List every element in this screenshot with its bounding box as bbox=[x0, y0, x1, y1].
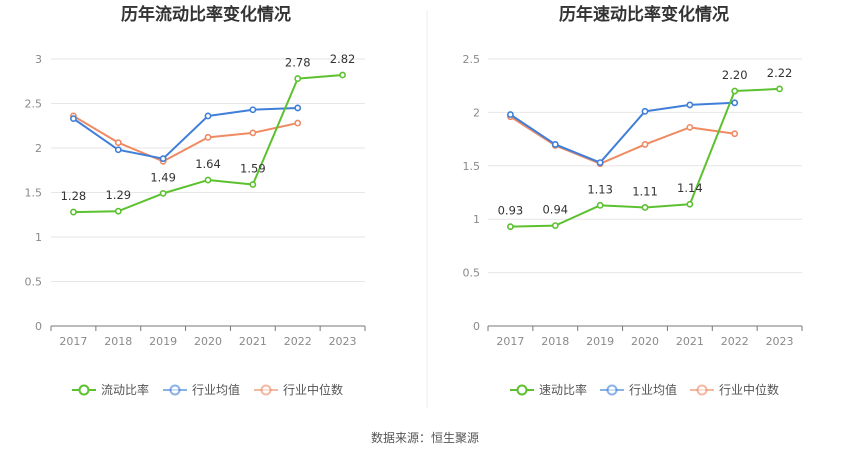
x-tick-label: 2020 bbox=[194, 335, 222, 348]
data-point bbox=[249, 106, 257, 114]
data-point bbox=[114, 146, 122, 154]
data-point bbox=[204, 133, 212, 141]
data-point bbox=[731, 99, 739, 107]
y-tick-label: 2 bbox=[473, 106, 480, 119]
y-tick-label: 2.5 bbox=[463, 53, 481, 66]
y-tick-label: 0.5 bbox=[25, 276, 43, 289]
x-tick-label: 2019 bbox=[149, 335, 177, 348]
data-point bbox=[686, 101, 694, 109]
x-tick-label: 2019 bbox=[586, 335, 614, 348]
data-label: 1.64 bbox=[195, 157, 221, 171]
legend-label[interactable]: 行业均值 bbox=[192, 382, 240, 397]
x-tick-label: 2022 bbox=[721, 335, 749, 348]
data-point bbox=[339, 71, 346, 79]
data-point bbox=[204, 112, 212, 120]
data-point bbox=[551, 141, 559, 148]
y-tick-label: 0 bbox=[473, 320, 480, 333]
x-tick-label: 2017 bbox=[496, 335, 524, 348]
data-point bbox=[596, 159, 604, 166]
legend-swatch-marker[interactable] bbox=[260, 384, 272, 396]
data-label: 1.59 bbox=[240, 161, 266, 175]
legend-label[interactable]: 速动比率 bbox=[539, 382, 587, 397]
data-point bbox=[731, 87, 739, 95]
x-tick-label: 2018 bbox=[541, 335, 569, 348]
data-point bbox=[114, 207, 122, 215]
legend-label[interactable]: 行业中位数 bbox=[719, 382, 779, 397]
x-tick-label: 2021 bbox=[676, 335, 704, 348]
y-tick-label: 1.5 bbox=[463, 160, 481, 173]
data-point bbox=[159, 189, 167, 197]
legend-label[interactable]: 行业中位数 bbox=[283, 382, 343, 397]
x-tick-label: 2021 bbox=[239, 335, 267, 348]
data-point bbox=[776, 85, 783, 93]
data-label: 0.94 bbox=[542, 203, 568, 217]
data-point bbox=[641, 204, 649, 211]
data-label: 2.20 bbox=[722, 68, 748, 82]
chart-current-ratio: 历年流动比率变化情况 0 0.5 1 1.5 2 2.5 3 2017 2018 2019 2020 2… bbox=[25, 4, 366, 397]
data-label: 1.14 bbox=[677, 181, 703, 195]
data-point bbox=[294, 119, 302, 127]
legend-swatch-marker[interactable] bbox=[606, 384, 618, 396]
chart-title: 历年流动比率变化情况 bbox=[121, 4, 291, 25]
data-label: 2.82 bbox=[330, 52, 356, 66]
data-point bbox=[249, 181, 257, 188]
data-point bbox=[204, 176, 212, 184]
series-line bbox=[509, 115, 735, 165]
y-tick-label: 2 bbox=[35, 142, 42, 155]
data-point bbox=[294, 75, 302, 82]
legend-label[interactable]: 行业均值 bbox=[629, 382, 677, 397]
legend-swatch-marker[interactable] bbox=[516, 384, 528, 396]
series-line bbox=[509, 101, 735, 164]
x-tick-label: 2022 bbox=[284, 335, 312, 348]
chart-title: 历年速动比率变化情况 bbox=[559, 4, 729, 25]
source-note: 数据来源：恒生聚源 bbox=[371, 430, 479, 445]
data-label: 1.11 bbox=[632, 184, 658, 198]
y-tick-label: 0 bbox=[35, 320, 42, 333]
series-line bbox=[72, 106, 298, 160]
legend-swatch-marker[interactable] bbox=[696, 384, 708, 396]
data-label: 1.49 bbox=[150, 170, 176, 184]
y-tick-label: 1 bbox=[473, 213, 480, 226]
data-point bbox=[641, 141, 649, 148]
x-tick-label: 2023 bbox=[766, 335, 794, 348]
data-point bbox=[507, 223, 514, 231]
data-point bbox=[249, 129, 257, 137]
y-tick-label: 0.5 bbox=[463, 267, 481, 280]
data-point bbox=[731, 130, 739, 138]
legend-swatch-marker[interactable] bbox=[169, 384, 181, 396]
x-tick-label: 2018 bbox=[104, 335, 132, 348]
data-label: 1.13 bbox=[587, 182, 613, 196]
data-label: 1.29 bbox=[105, 188, 131, 202]
data-point bbox=[641, 107, 649, 115]
data-label: 2.22 bbox=[767, 66, 793, 80]
y-tick-label: 1 bbox=[35, 231, 42, 244]
data-point bbox=[551, 222, 559, 230]
x-tick-label: 2020 bbox=[631, 335, 659, 348]
data-label: 1.28 bbox=[61, 189, 87, 203]
x-tick-label: 2023 bbox=[329, 335, 357, 348]
legend-swatch-marker[interactable] bbox=[78, 384, 90, 396]
data-point bbox=[686, 123, 694, 131]
data-label: 2.78 bbox=[285, 56, 311, 70]
legend-label[interactable]: 流动比率 bbox=[101, 382, 149, 397]
chart-quick-ratio: 历年速动比率变化情况 0 0.5 1 1.5 2 2.5 2017 2018 2019 2020 20… bbox=[463, 4, 803, 397]
data-point bbox=[686, 200, 694, 208]
data-label: 0.93 bbox=[498, 204, 524, 218]
data-point bbox=[114, 139, 122, 147]
data-point bbox=[596, 201, 604, 209]
data-point bbox=[70, 115, 77, 123]
data-point bbox=[294, 104, 302, 112]
data-point bbox=[507, 111, 514, 118]
series-line bbox=[72, 115, 298, 163]
data-point bbox=[70, 208, 77, 216]
x-tick-label: 2017 bbox=[59, 335, 87, 348]
data-point bbox=[159, 155, 167, 163]
y-tick-label: 2.5 bbox=[25, 98, 43, 111]
y-tick-label: 1.5 bbox=[25, 187, 43, 200]
y-tick-label: 3 bbox=[35, 53, 42, 66]
